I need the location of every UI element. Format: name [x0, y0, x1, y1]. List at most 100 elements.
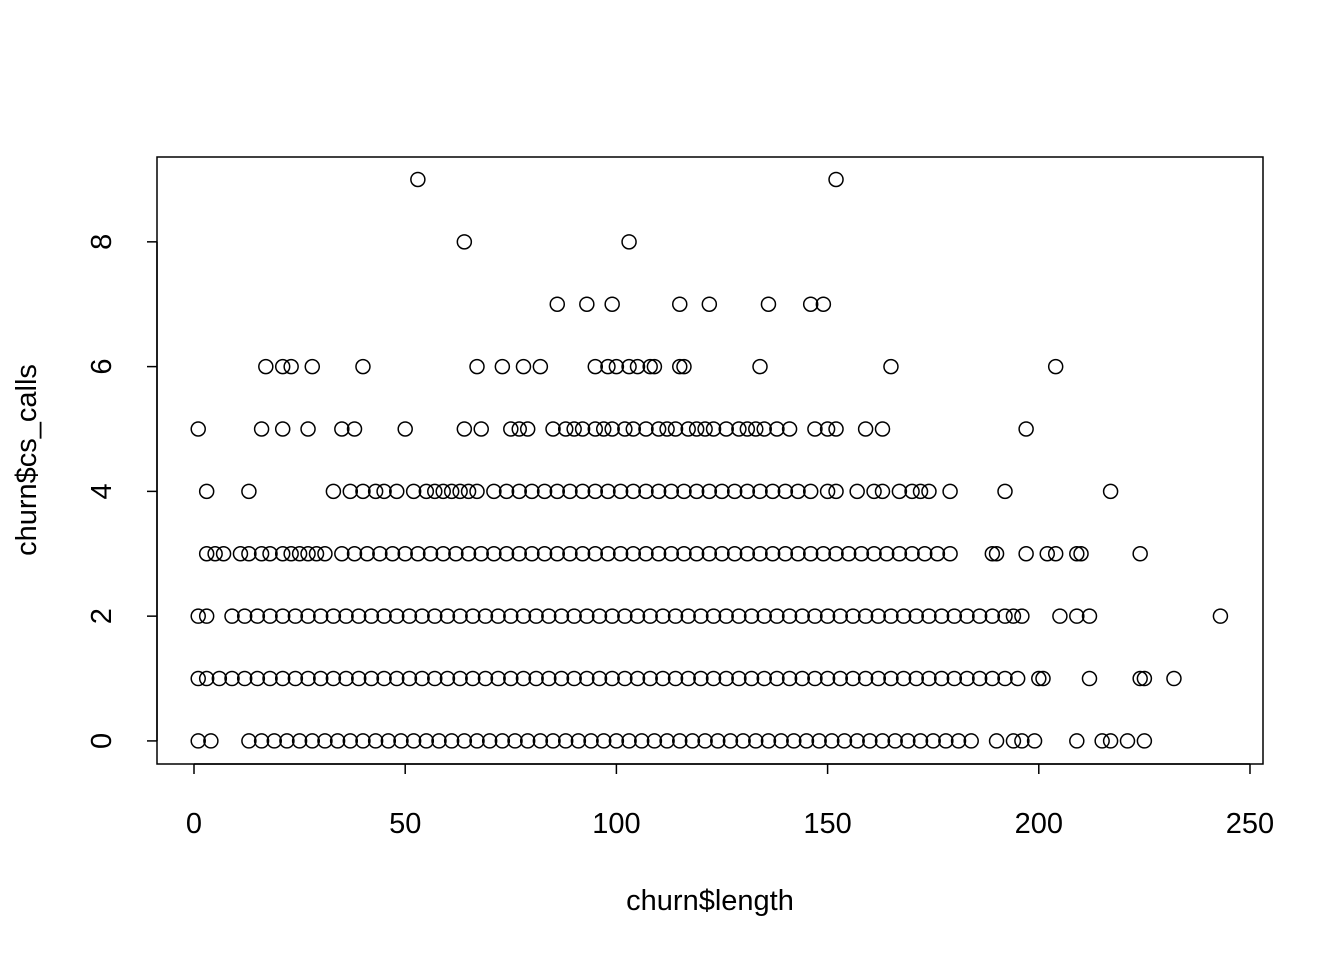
point — [1052, 608, 1068, 624]
point — [984, 608, 1001, 624]
point — [562, 546, 578, 562]
point — [621, 733, 637, 749]
point — [933, 608, 950, 624]
point — [688, 546, 705, 562]
x-tick-label: 0 — [186, 808, 202, 840]
point — [274, 421, 291, 437]
point — [1102, 483, 1119, 500]
point — [549, 483, 566, 500]
point — [448, 546, 464, 562]
point — [828, 171, 844, 188]
point — [684, 733, 701, 749]
point — [773, 733, 789, 749]
point — [342, 733, 359, 749]
point — [845, 608, 861, 624]
point — [891, 546, 908, 562]
point — [435, 483, 451, 500]
point — [414, 608, 430, 624]
point — [519, 421, 536, 437]
point — [410, 171, 426, 188]
point — [756, 670, 772, 687]
point — [933, 670, 950, 687]
point — [562, 483, 578, 500]
point — [604, 421, 620, 437]
point — [642, 608, 658, 624]
point — [469, 733, 485, 749]
point — [241, 483, 257, 500]
y-axis-label: churn$cs_calls — [11, 364, 43, 556]
point — [287, 608, 304, 624]
point — [198, 608, 215, 624]
point — [921, 608, 937, 624]
point — [253, 733, 270, 749]
point — [676, 358, 692, 375]
point — [317, 546, 333, 562]
point — [363, 608, 380, 624]
point — [1069, 733, 1085, 749]
x-tick-label: 100 — [592, 808, 640, 840]
point — [498, 483, 515, 500]
point — [819, 670, 836, 687]
point — [224, 670, 240, 687]
point — [764, 546, 781, 562]
point — [363, 670, 380, 687]
point — [262, 546, 278, 562]
point — [515, 358, 532, 375]
point — [190, 608, 206, 624]
point — [274, 358, 291, 375]
point — [215, 546, 232, 562]
point — [536, 546, 553, 562]
point — [190, 421, 206, 437]
point — [1014, 733, 1030, 749]
point — [925, 733, 941, 749]
point — [988, 733, 1005, 749]
point — [718, 670, 734, 687]
point — [334, 421, 350, 437]
point — [232, 546, 249, 562]
point — [524, 483, 540, 500]
point — [291, 546, 308, 562]
point — [714, 483, 730, 500]
point — [203, 733, 219, 749]
point — [912, 733, 929, 749]
point — [802, 546, 819, 562]
point — [570, 733, 587, 749]
point — [1026, 733, 1043, 749]
point — [528, 670, 544, 687]
point — [545, 733, 561, 749]
point — [1132, 546, 1148, 562]
point — [1047, 546, 1064, 562]
point — [895, 670, 912, 687]
x-tick-label: 150 — [803, 808, 851, 840]
point — [646, 733, 663, 749]
point — [959, 670, 975, 687]
point — [1014, 608, 1030, 624]
point — [355, 358, 371, 375]
point — [705, 670, 722, 687]
point — [452, 483, 468, 500]
point — [460, 483, 477, 500]
point — [705, 608, 722, 624]
point — [452, 608, 468, 624]
point — [549, 546, 566, 562]
point — [680, 421, 696, 437]
point — [253, 421, 270, 437]
point — [443, 733, 460, 749]
point — [355, 483, 371, 500]
point — [769, 608, 785, 624]
point — [840, 546, 857, 562]
point — [274, 546, 291, 562]
point — [642, 670, 658, 687]
point — [608, 358, 625, 375]
point — [1005, 733, 1022, 749]
point — [389, 483, 405, 500]
point — [612, 483, 629, 500]
point — [701, 546, 718, 562]
point — [667, 608, 684, 624]
point — [397, 421, 413, 437]
point — [857, 421, 874, 437]
point — [604, 670, 620, 687]
point — [422, 546, 439, 562]
point — [1031, 670, 1047, 687]
point — [946, 608, 963, 624]
